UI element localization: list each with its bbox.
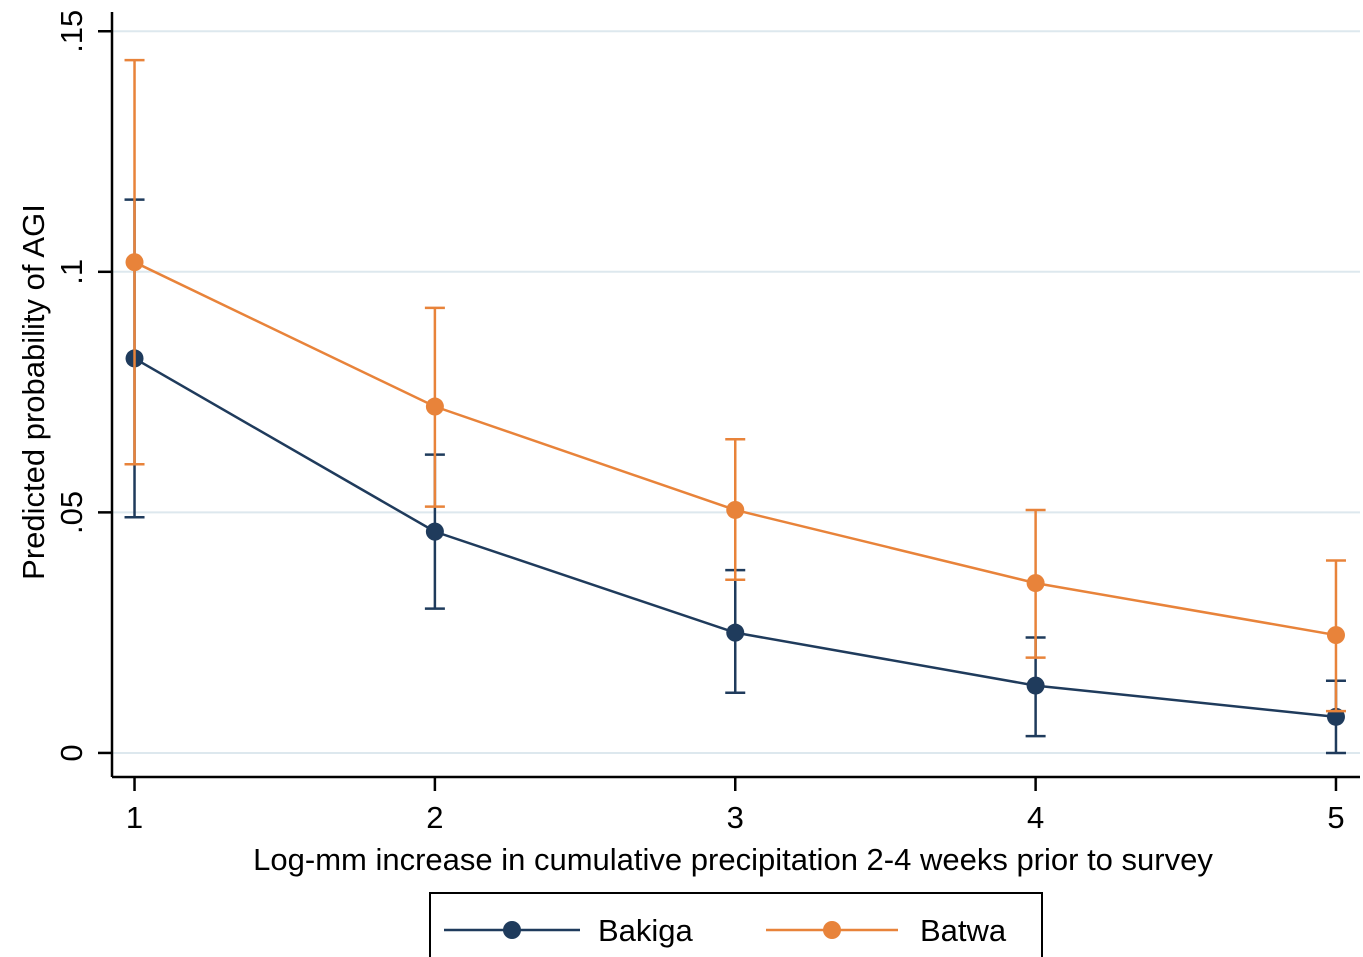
legend-box	[429, 892, 1043, 957]
data-point	[726, 623, 745, 642]
data-point	[1026, 574, 1045, 593]
y-tick-label: .1	[54, 259, 89, 285]
legend-label: Batwa	[920, 913, 1007, 948]
data-point	[726, 500, 745, 519]
data-point	[1026, 676, 1045, 695]
data-point	[425, 397, 444, 416]
x-tick-label: 3	[727, 800, 744, 835]
x-tick-label: 2	[426, 800, 443, 835]
data-point	[425, 522, 444, 541]
legend-item-batwa: Batwa	[766, 913, 1007, 948]
x-tick-label: 5	[1327, 800, 1344, 835]
y-tick-label: 0	[54, 744, 89, 761]
data-point	[1326, 626, 1345, 645]
legend-marker	[823, 921, 841, 939]
y-axis-label: Predicted probability of AGI	[16, 204, 51, 580]
x-tick-label: 4	[1027, 800, 1044, 835]
gridlines	[112, 30, 1360, 754]
legend-item-bakiga: Bakiga	[444, 913, 694, 948]
ticks: 0 .05 .1 .15 1 2 3 4 5	[54, 10, 1345, 835]
x-tick-label: 1	[126, 800, 143, 835]
series	[124, 58, 1346, 755]
series-batwa	[124, 58, 1346, 713]
data-point	[125, 253, 144, 272]
data-point	[1326, 707, 1345, 726]
legend: Bakiga Batwa	[429, 892, 1043, 957]
y-tick-label: .15	[54, 10, 89, 53]
x-axis-label: Log-mm increase in cumulative precipitat…	[253, 842, 1213, 877]
y-tick-label: .05	[54, 491, 89, 534]
legend-marker	[503, 921, 521, 939]
legend-label: Bakiga	[598, 913, 694, 948]
